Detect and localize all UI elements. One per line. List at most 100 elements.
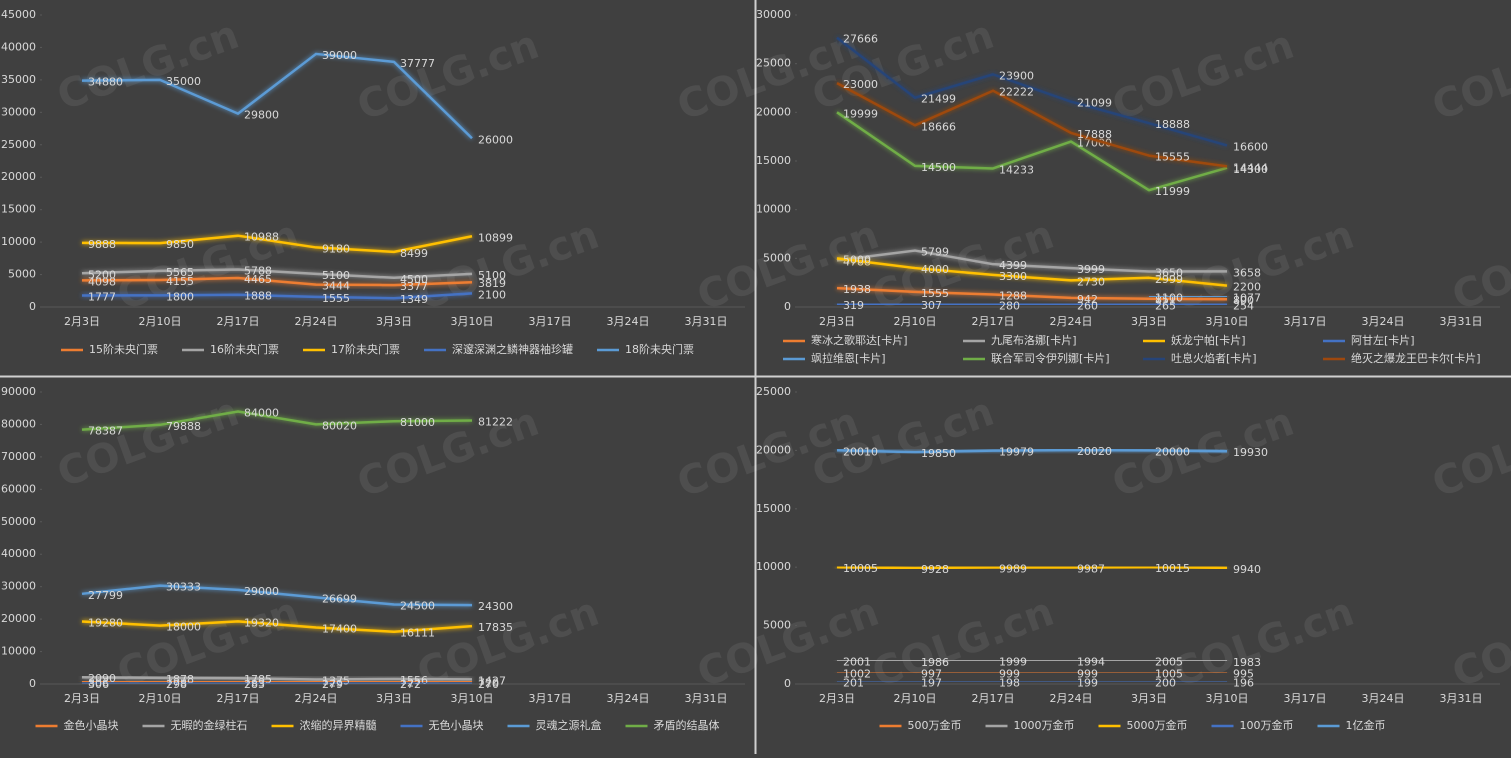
data-label: 272 [400,678,421,691]
data-label: 1983 [1233,656,1261,669]
data-label: 9989 [999,562,1027,575]
legend-label: 1亿金币 [1346,718,1386,732]
data-label: 30333 [166,581,201,594]
legend-label: 联合军司令伊列娜[卡片] [991,351,1110,365]
y-tick-label: 15000 [756,502,791,515]
data-label: 14444 [1233,161,1268,174]
y-tick-label: 25000 [756,57,791,70]
x-tick-label: 3月10日 [1206,692,1249,705]
data-label: 5100 [478,269,506,282]
legend-label: 5000万金币 [1127,718,1188,732]
data-label: 306 [88,678,109,691]
data-label: 18888 [1155,118,1190,131]
data-label: 5100 [322,269,350,282]
data-label: 280 [999,299,1020,312]
data-label: 79888 [166,420,201,433]
data-label: 17888 [1077,128,1112,141]
x-tick-label: 2月24日 [1050,315,1093,328]
data-label: 2999 [1155,273,1183,286]
data-label: 1888 [244,290,272,303]
data-label: 319 [843,299,864,312]
data-label: 1100 [1155,291,1183,304]
y-tick-label: 0 [29,300,36,313]
x-tick-label: 2月17日 [972,315,1015,328]
data-label: 279 [322,678,343,691]
y-tick-label: 15000 [756,154,791,167]
data-label: 78387 [88,425,123,438]
data-label: 20010 [843,445,878,458]
data-label: 21099 [1077,97,1112,110]
data-label: 2001 [843,656,871,669]
x-tick-label: 2月24日 [295,315,338,328]
legend-label: 飒拉维恩[卡片] [811,351,886,365]
data-label: 270 [478,678,499,691]
x-tick-label: 3月10日 [451,692,494,705]
y-tick-label: 10000 [1,645,36,658]
data-label: 18000 [166,621,201,634]
x-tick-label: 2月3日 [819,692,855,705]
data-label: 19320 [244,616,279,629]
y-tick-label: 35000 [1,73,36,86]
data-label: 14500 [921,161,956,174]
x-tick-label: 3月3日 [376,692,412,705]
x-tick-label: 3月24日 [607,315,650,328]
data-label: 22222 [999,86,1034,99]
data-label: 2005 [1155,656,1183,669]
x-tick-label: 3月17日 [529,315,572,328]
x-tick-label: 2月17日 [217,692,260,705]
data-label: 21499 [921,93,956,106]
data-label: 307 [921,299,942,312]
data-label: 84000 [244,406,279,419]
data-label: 4000 [921,263,949,276]
x-tick-label: 3月10日 [451,315,494,328]
x-tick-label: 2月10日 [139,692,182,705]
y-tick-label: 30000 [1,580,36,593]
data-label: 24500 [400,600,435,613]
data-label: 3658 [1233,266,1261,279]
legend-label: 绝灭之爆龙王巴卡尔[卡片] [1351,351,1481,365]
x-tick-label: 2月17日 [217,315,260,328]
y-tick-label: 10000 [1,235,36,248]
y-tick-label: 15000 [1,203,36,216]
y-tick-label: 25000 [1,138,36,151]
data-label: 283 [244,678,265,691]
y-tick-label: 60000 [1,482,36,495]
data-label: 29800 [244,109,279,122]
data-label: 10899 [478,231,513,244]
data-label: 3999 [1077,263,1105,276]
data-label: 19850 [921,447,956,460]
data-label: 26000 [478,133,513,146]
data-label: 2730 [1077,275,1105,288]
data-label: 5799 [921,246,949,259]
data-label: 260 [1077,299,1098,312]
data-label: 17400 [322,623,357,636]
x-tick-label: 2月10日 [139,315,182,328]
data-label: 4500 [400,273,428,286]
legend-label: 1000万金币 [1014,718,1075,732]
data-label: 1777 [88,290,116,303]
data-label: 200 [1155,677,1176,690]
x-tick-label: 3月31日 [685,692,728,705]
data-label: 19930 [1233,446,1268,459]
legend-label: 100万金币 [1240,718,1294,732]
data-label: 23000 [843,78,878,91]
x-tick-label: 2月10日 [894,692,937,705]
x-tick-label: 2月3日 [64,692,100,705]
x-tick-label: 3月10日 [1206,315,1249,328]
legend-label: 阿甘左[卡片] [1351,334,1415,347]
x-tick-label: 2月3日 [64,315,100,328]
y-tick-label: 20000 [756,443,791,456]
data-label: 17835 [478,621,513,634]
legend-label: 无暇的金绿柱石 [171,718,248,732]
x-tick-label: 2月3日 [819,315,855,328]
data-label: 1994 [1077,656,1105,669]
y-tick-label: 90000 [1,385,36,398]
data-label: 39000 [322,49,357,62]
legend-label: 深邃深渊之鳞神器袖珍罐 [452,342,573,356]
data-label: 10988 [244,231,279,244]
x-tick-label: 3月3日 [1131,692,1167,705]
legend-label: 18阶未央门票 [625,342,694,356]
data-label: 199 [1077,677,1098,690]
data-label: 9987 [1077,562,1105,575]
x-tick-label: 2月24日 [295,692,338,705]
